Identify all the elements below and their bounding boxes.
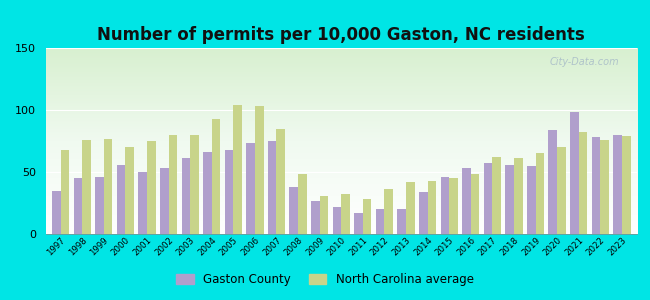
Bar [341, 194, 350, 234]
Bar [320, 196, 328, 234]
Bar [376, 209, 384, 234]
Bar [147, 141, 155, 234]
Bar [311, 200, 320, 234]
Bar [570, 112, 578, 234]
Bar [181, 158, 190, 234]
Bar [73, 178, 82, 234]
Bar [484, 163, 492, 234]
Bar [138, 172, 147, 234]
Bar [125, 147, 134, 234]
Bar [536, 153, 544, 234]
Bar [471, 175, 480, 234]
Bar [333, 207, 341, 234]
Bar [384, 189, 393, 234]
Bar [514, 158, 523, 234]
Bar [212, 119, 220, 234]
Bar [82, 140, 91, 234]
Bar [246, 143, 255, 234]
Bar [276, 129, 285, 234]
Bar [363, 199, 371, 234]
Bar [255, 106, 263, 234]
Bar [557, 147, 566, 234]
Bar [397, 209, 406, 234]
Bar [203, 152, 212, 234]
Bar [505, 165, 514, 234]
Bar [60, 150, 70, 234]
Bar [578, 132, 588, 234]
Bar [289, 187, 298, 234]
Bar [168, 135, 177, 234]
Bar [601, 140, 609, 234]
Title: Number of permits per 10,000 Gaston, NC residents: Number of permits per 10,000 Gaston, NC … [98, 26, 585, 44]
Bar [406, 182, 415, 234]
Bar [225, 150, 233, 234]
Bar [160, 168, 168, 234]
Bar [298, 175, 307, 234]
Bar [354, 213, 363, 234]
Bar [104, 139, 112, 234]
Bar [622, 136, 630, 234]
Bar [462, 168, 471, 234]
Bar [95, 177, 104, 234]
Bar [527, 166, 536, 234]
Text: City-Data.com: City-Data.com [550, 57, 619, 67]
Bar [52, 190, 60, 234]
Legend: Gaston County, North Carolina average: Gaston County, North Carolina average [172, 269, 478, 291]
Bar [233, 105, 242, 234]
Bar [592, 137, 601, 234]
Bar [419, 192, 428, 234]
Bar [428, 181, 436, 234]
Bar [613, 135, 622, 234]
Bar [449, 178, 458, 234]
Bar [549, 130, 557, 234]
Bar [117, 165, 125, 234]
Bar [441, 177, 449, 234]
Bar [492, 157, 501, 234]
Bar [190, 135, 199, 234]
Bar [268, 141, 276, 234]
